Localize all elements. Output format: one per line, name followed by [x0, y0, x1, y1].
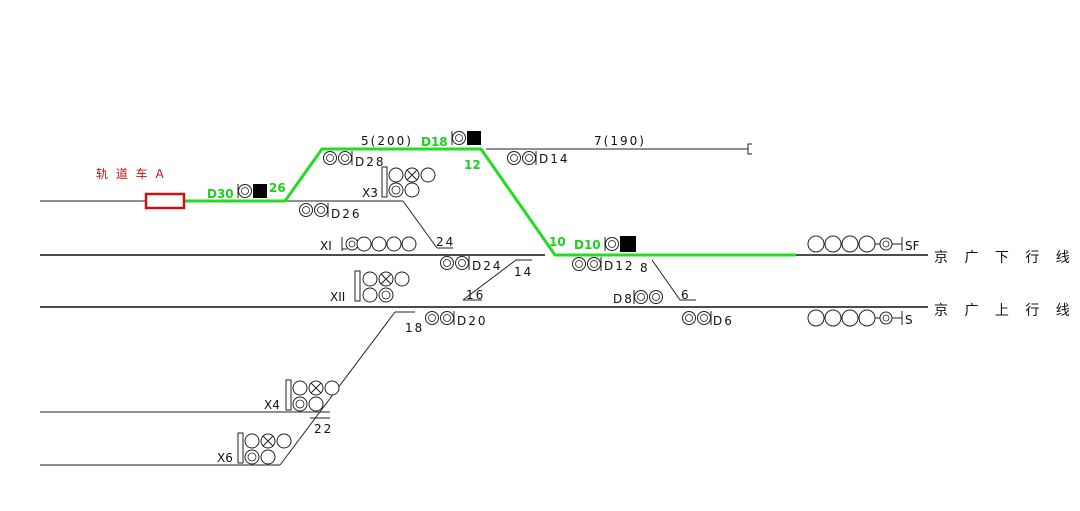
switch-8-label: 8 [640, 261, 650, 275]
switch-24-diverge [402, 200, 438, 249]
signal-D20[interactable] [425, 311, 455, 325]
signal-D14[interactable] [507, 151, 537, 165]
track-5-label: 5(200) [361, 134, 413, 148]
signal-D30-label: D30 [207, 187, 234, 201]
signal-D28-label: D28 [355, 155, 386, 169]
signal-D28[interactable] [323, 151, 353, 165]
signal-D20-label: D20 [457, 314, 488, 328]
signal-X6-label: X6 [217, 451, 233, 465]
switch-6-label: 6 [681, 288, 691, 302]
crossover-14-16 [462, 259, 517, 301]
signal-D18-label: D18 [421, 135, 448, 149]
signal-D30[interactable] [237, 184, 267, 198]
active-shunting-route [185, 147, 796, 257]
signal-D8[interactable] [633, 290, 663, 304]
rail-vehicle-a[interactable] [144, 192, 186, 210]
signal-D12-label: D12 [604, 259, 635, 273]
switch-10-label: 10 [549, 235, 566, 249]
signal-SF-label: SF [905, 239, 920, 253]
signal-D10-label: D10 [574, 238, 601, 252]
track-7-label: 7(190) [594, 134, 646, 148]
signal-D14-label: D14 [539, 152, 570, 166]
signal-SF[interactable] [807, 235, 903, 253]
signal-D26[interactable] [299, 203, 329, 217]
signal-X3[interactable] [381, 166, 436, 198]
switch-18-label: 18 [405, 321, 424, 335]
down-main-line-label: 京 广 下 行 线 [934, 250, 1076, 266]
tracks [40, 143, 928, 466]
signal-D26-label: D26 [331, 207, 362, 221]
signal-D10[interactable] [604, 236, 636, 252]
signal-D6[interactable] [682, 311, 712, 325]
signal-X4-label: X4 [264, 398, 280, 412]
signal-XI[interactable] [341, 236, 417, 252]
track-7-buffer-stop [747, 143, 752, 155]
signal-XII-label: XII [330, 290, 345, 304]
switch-22-label: 22 [314, 422, 333, 436]
signal-S-label: S [905, 313, 913, 327]
signal-X6[interactable] [237, 432, 292, 465]
up-main-line-label: 京 广 上 行 线 [934, 303, 1076, 319]
signal-D12[interactable] [572, 257, 602, 271]
switch-26-label: 26 [269, 181, 286, 195]
crossover-8-6 [651, 259, 681, 301]
signal-D6-label: D6 [713, 314, 734, 328]
switch-12-label: 12 [464, 158, 481, 172]
signal-X4[interactable] [285, 379, 340, 412]
signal-XII[interactable] [354, 270, 410, 303]
signal-D24-label: D24 [472, 259, 503, 273]
switch-16-label: 16 [466, 288, 485, 302]
switch-24-label: 24 [436, 235, 455, 249]
signal-S[interactable] [807, 309, 903, 327]
vehicle-label: 轨 道 车 A [96, 166, 166, 181]
signal-X3-label: X3 [362, 186, 378, 200]
signal-D18[interactable] [451, 131, 481, 145]
signal-D24[interactable] [440, 256, 470, 270]
signal-XI-label: XI [320, 239, 332, 253]
signal-D8-label: D8 [613, 292, 634, 306]
switch-14-label: 14 [514, 265, 533, 279]
